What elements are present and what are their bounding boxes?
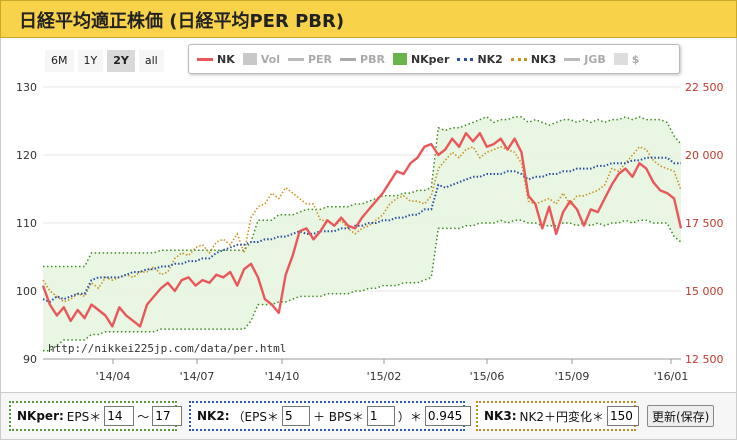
legend-swatch-per — [287, 57, 304, 61]
legend-label-pbr: PBR — [360, 52, 385, 66]
nk-line — [41, 131, 683, 328]
y-right-tick-label: 12 500 — [685, 353, 724, 366]
x-tick-label: '15/06 — [470, 370, 505, 383]
legend-label-nkper: NKper — [410, 52, 450, 66]
chart-area: '14/04 '14/07 '14/10 '15/02 '15/06 '15/09 '16/… — [0, 38, 737, 392]
nk2-eps-text: （EPS＊ — [232, 409, 279, 424]
settings-bar: NKper: EPS＊ 〜 NK2: （EPS＊ ＋ BPS＊ ）＊ NK3: … — [0, 392, 737, 440]
nkper-settings: NKper: EPS＊ 〜 — [9, 401, 183, 431]
nk3-yen-text: NK2＋円変化＊ — [519, 409, 604, 424]
nk2-label: NK2: — [197, 409, 230, 423]
y-left-tick-label: 130 — [16, 81, 37, 94]
nk3-settings: NK3: NK2＋円変化＊ — [476, 401, 639, 431]
nkper-range-sep: 〜 — [137, 409, 150, 424]
y-right-tick-label: 20 000 — [685, 149, 724, 162]
legend-swatch-vol — [242, 53, 257, 65]
range-2y-button[interactable]: 2Y — [107, 50, 135, 72]
nkper-eps-high-input[interactable] — [152, 406, 183, 426]
nk2-eps-mult-input[interactable] — [281, 406, 310, 426]
nk3-label: NK3: — [484, 409, 517, 423]
stock-chart: '14/04 '14/07 '14/10 '15/02 '15/06 '15/09 '16/… — [16, 81, 724, 383]
nk2-factor-text: ）＊ — [397, 409, 422, 424]
y-right-tick-label: 17 500 — [685, 217, 724, 230]
title-bar: 日経平均適正株価 (日経平均PER PBR) — [0, 0, 737, 38]
nk3-line — [42, 145, 682, 303]
range-1y-button[interactable]: 1Y — [77, 50, 104, 72]
legend-swatch-jgb — [564, 57, 581, 61]
nk2-line — [42, 156, 681, 304]
page-title: 日経平均適正株価 (日経平均PER PBR) — [19, 11, 345, 32]
nkper-eps-low-input[interactable] — [104, 406, 135, 426]
nkper-low-line — [43, 219, 682, 352]
nkper-eps-text: EPS＊ — [66, 409, 102, 424]
x-tick-label: '15/09 — [555, 370, 590, 383]
legend-label-usd: $ — [631, 52, 640, 66]
legend-label-jgb: JGB — [584, 52, 606, 66]
legend-item-nk2[interactable]: NK2 — [457, 52, 503, 66]
legend-swatch-nk — [197, 57, 213, 61]
chart-legend: NK Vol PER PBR NKper NK2 NK3 JGB $ — [188, 44, 680, 74]
legend-swatch-nkper — [392, 53, 407, 65]
nk2-bps-text: ＋ BPS＊ — [312, 409, 364, 424]
legend-item-per[interactable]: PER — [287, 52, 333, 66]
x-tick-label: '15/02 — [367, 370, 402, 383]
y-right-tick-label: 22 500 — [685, 81, 724, 94]
legend-item-jgb[interactable]: JGB — [564, 53, 606, 66]
update-save-button[interactable]: 更新(保存) — [647, 405, 715, 427]
legend-swatch-usd — [613, 53, 628, 65]
x-tick-label: '14/04 — [96, 370, 131, 383]
x-tick-label: '14/07 — [180, 370, 215, 383]
legend-label-vol: Vol — [260, 52, 280, 66]
y-left-tick-label: 90 — [23, 353, 37, 366]
legend-item-usd[interactable]: $ — [613, 52, 640, 66]
legend-swatch-nk2 — [457, 57, 474, 61]
x-tick-label: '14/10 — [265, 370, 300, 383]
legend-item-pbr[interactable]: PBR — [340, 53, 385, 66]
nk2-settings: NK2: （EPS＊ ＋ BPS＊ ）＊ — [189, 401, 471, 431]
range-6m-button[interactable]: 6M — [45, 50, 74, 72]
nkper-band — [43, 116, 681, 351]
legend-label-nk2: NK2 — [477, 52, 503, 66]
source-url: http://nikkei225jp.com/data/per.html — [48, 342, 287, 355]
range-all-button[interactable]: all — [138, 50, 164, 72]
legend-item-nk3[interactable]: NK3 — [510, 52, 557, 66]
range-selector: 6M 1Y 2Y all — [45, 50, 164, 72]
nk2-bps-mult-input[interactable] — [366, 406, 395, 426]
y-left-tick-label: 100 — [16, 285, 37, 298]
y-left-tick-label: 110 — [16, 217, 37, 230]
nk3-yen-mult-input[interactable] — [606, 406, 639, 426]
y-right-tick-label: 15 000 — [685, 285, 724, 298]
y-left-tick-label: 120 — [16, 149, 37, 162]
legend-label-per: PER — [307, 52, 333, 66]
x-tick-label: '16/01 — [654, 370, 689, 383]
nkper-label: NKper: — [17, 409, 64, 423]
legend-item-nk[interactable]: NK — [197, 53, 235, 66]
legend-item-vol[interactable]: Vol — [242, 52, 280, 66]
legend-label-nk3: NK3 — [530, 52, 557, 66]
legend-item-nkper[interactable]: NKper — [392, 52, 450, 66]
nk2-factor-input[interactable] — [424, 406, 471, 426]
legend-swatch-nk3 — [510, 57, 527, 61]
legend-swatch-pbr — [340, 57, 357, 61]
legend-label-nk: NK — [217, 52, 235, 66]
